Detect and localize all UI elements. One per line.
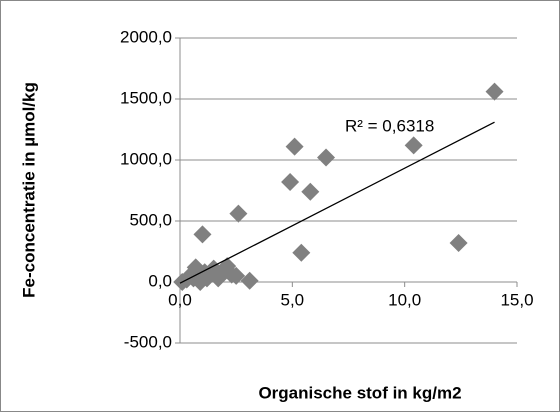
data-point bbox=[193, 225, 212, 244]
data-point bbox=[317, 148, 336, 167]
y-axis-label: Fe-concentratie in µmol/kg bbox=[19, 82, 38, 298]
data-point bbox=[281, 172, 300, 191]
data-point bbox=[449, 233, 468, 252]
data-point bbox=[285, 137, 304, 156]
y-tick-label: 1000,0 bbox=[120, 149, 172, 168]
x-tick-label: 5,0 bbox=[281, 290, 305, 309]
x-tick-label: 15,0 bbox=[500, 290, 533, 309]
data-point bbox=[485, 82, 504, 101]
y-tick-label: 2000,0 bbox=[120, 27, 172, 46]
y-tick-label: -500,0 bbox=[124, 332, 172, 351]
y-tick-label: 500,0 bbox=[129, 210, 172, 229]
y-tick-label: 0,0 bbox=[148, 271, 172, 290]
data-point bbox=[229, 204, 248, 223]
data-point bbox=[404, 136, 423, 155]
x-tick-label: 10,0 bbox=[388, 290, 421, 309]
data-point bbox=[240, 271, 259, 290]
trendline-label: R² = 0,6318 bbox=[345, 116, 434, 135]
data-point bbox=[215, 260, 234, 279]
x-axis-label: Organische stof in kg/m2 bbox=[258, 383, 461, 402]
y-tick-label: 1500,0 bbox=[120, 88, 172, 107]
x-tick-label: 0,0 bbox=[168, 290, 192, 309]
data-point bbox=[301, 182, 320, 201]
data-point bbox=[292, 243, 311, 262]
trendline bbox=[179, 121, 495, 284]
